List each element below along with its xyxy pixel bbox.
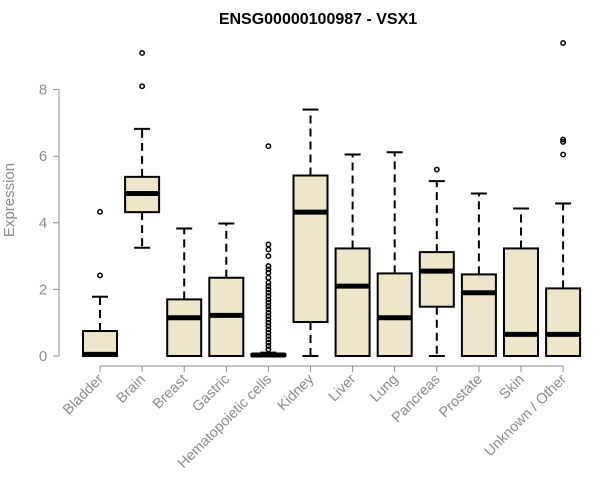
outlier-point — [265, 339, 272, 346]
outlier-point — [560, 138, 567, 145]
x-tick-label: Bladder — [60, 371, 107, 418]
iqr-box — [503, 247, 539, 357]
outlier-point — [265, 323, 272, 329]
y-tick-label: 6 — [39, 148, 47, 165]
outlier-point — [265, 283, 272, 290]
outlier-point — [265, 274, 272, 281]
outlier-point — [265, 269, 272, 276]
outlier-point — [265, 333, 272, 339]
box-group — [503, 207, 539, 357]
outlier-point — [265, 329, 272, 336]
outlier-point — [265, 343, 272, 349]
outlier-point — [265, 266, 272, 273]
box-group — [82, 208, 118, 357]
box-group — [376, 151, 413, 357]
y-tick-label: 8 — [39, 82, 47, 99]
outlier-point — [265, 299, 272, 306]
outlier-point — [97, 272, 103, 279]
box-group — [166, 227, 203, 358]
outlier-point — [265, 316, 272, 323]
iqr-box — [376, 272, 413, 357]
y-axis: 0 2 4 6 8 — [39, 82, 60, 365]
y-tick-label: 0 — [39, 348, 47, 365]
x-tick-label: Breast — [150, 372, 191, 413]
x-tick-label: Skin — [497, 372, 528, 403]
outlier-point — [265, 319, 272, 326]
x-tick-label: Brain — [114, 372, 149, 407]
outlier-point — [265, 289, 272, 296]
outlier-point — [139, 83, 146, 90]
y-axis-label: Expression — [1, 163, 18, 237]
box-group — [292, 108, 329, 357]
outlier-point — [265, 336, 272, 343]
outlier-point — [265, 286, 272, 293]
outlier-point — [265, 309, 272, 316]
outlier-point — [265, 263, 272, 270]
x-tick-label: Lung — [367, 372, 401, 406]
iqr-box — [292, 174, 329, 324]
iqr-box — [418, 251, 455, 308]
y-tick-label: 4 — [39, 215, 47, 232]
outlier-point — [265, 253, 272, 260]
box-group — [418, 166, 455, 357]
box-group — [460, 192, 497, 358]
iqr-box — [545, 287, 582, 357]
outlier-point — [433, 166, 440, 173]
chart-title: ENSG00000100987 - VSX1 — [219, 11, 417, 28]
outlier-point — [560, 151, 567, 158]
outlier-point — [265, 279, 272, 286]
outlier-point — [560, 136, 567, 143]
box-group — [250, 143, 287, 358]
x-tick-label: Kidney — [275, 371, 318, 414]
box-group — [545, 40, 582, 357]
y-tick-label: 2 — [39, 281, 47, 298]
outlier-point — [265, 143, 272, 150]
outlier-point — [139, 50, 146, 56]
iqr-box — [460, 273, 497, 358]
outlier-point — [265, 241, 272, 248]
outlier-point — [560, 40, 567, 46]
outlier-point — [265, 326, 272, 333]
box-group — [124, 50, 161, 249]
box-group — [208, 222, 245, 357]
x-tick-label: Liver — [326, 371, 360, 405]
outlier-point — [265, 303, 272, 309]
outlier-point — [265, 293, 272, 300]
outlier-point — [265, 313, 272, 319]
outlier-point — [265, 346, 272, 353]
box-group — [334, 153, 371, 357]
outlier-point — [265, 306, 272, 313]
iqr-box — [166, 298, 203, 358]
boxes-layer — [82, 40, 582, 358]
x-tick-label: Prostate — [436, 372, 485, 421]
outlier-point — [265, 246, 272, 253]
outlier-point — [97, 208, 103, 215]
outlier-point — [265, 296, 272, 303]
iqr-box — [334, 247, 371, 357]
